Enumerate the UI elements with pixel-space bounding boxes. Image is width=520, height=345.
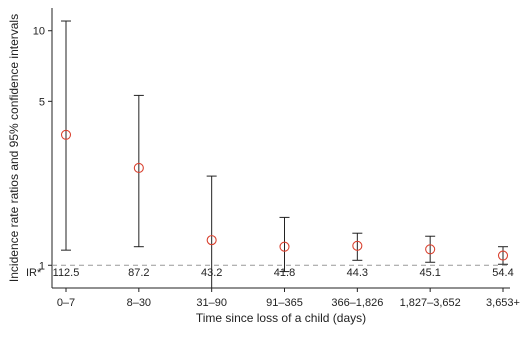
estimate-marker [279,241,290,252]
x-tick-label: 366–1,826 [331,297,383,309]
estimate-marker [133,162,144,173]
y-axis-title: Incidence rate ratios and 95% confidence… [7,14,21,282]
axes [51,8,510,289]
x-tick-label: 3,653+ [486,297,520,309]
ir-value: 41.8 [274,267,295,279]
data-points [60,20,509,289]
data-point-group [497,246,509,265]
estimate-marker [206,235,217,246]
y-tick-label: 1 [39,260,45,272]
x-axis-title: Time since loss of a child (days) [196,311,366,325]
y-tick-label: 5 [39,96,45,108]
ir-value: 43.2 [201,267,222,279]
estimate-marker [352,240,363,251]
ir-value: 45.1 [419,267,440,279]
x-tick-label: 1,827–3,652 [400,297,461,309]
data-point-group [425,235,436,263]
ir-value: 87.2 [128,267,149,279]
ir-value: 54.4 [492,267,513,279]
estimate-marker [497,250,509,261]
x-tick-label: 31–90 [196,297,227,309]
data-point-group [279,216,290,273]
ir-label: IR* [26,267,42,279]
estimate-marker [60,129,72,140]
x-tick-label: 91–365 [266,297,303,309]
ir-value: 112.5 [53,267,80,279]
ir-row: IR* 112.5 87.2 43.2 41.8 44.3 45.1 54.4 [26,267,514,279]
y-tick-label: 10 [33,26,45,38]
data-point-group [352,232,363,261]
x-tick-label: 8–30 [127,297,151,309]
data-point-group [60,20,72,251]
estimate-marker [425,244,436,255]
x-ticks: 0–7 8–30 31–90 91–365 366–1,826 1,827–3,652 3,… [57,288,520,309]
x-tick-label: 0–7 [57,297,75,309]
ir-value: 44.3 [347,267,368,279]
data-point-group [133,94,144,248]
